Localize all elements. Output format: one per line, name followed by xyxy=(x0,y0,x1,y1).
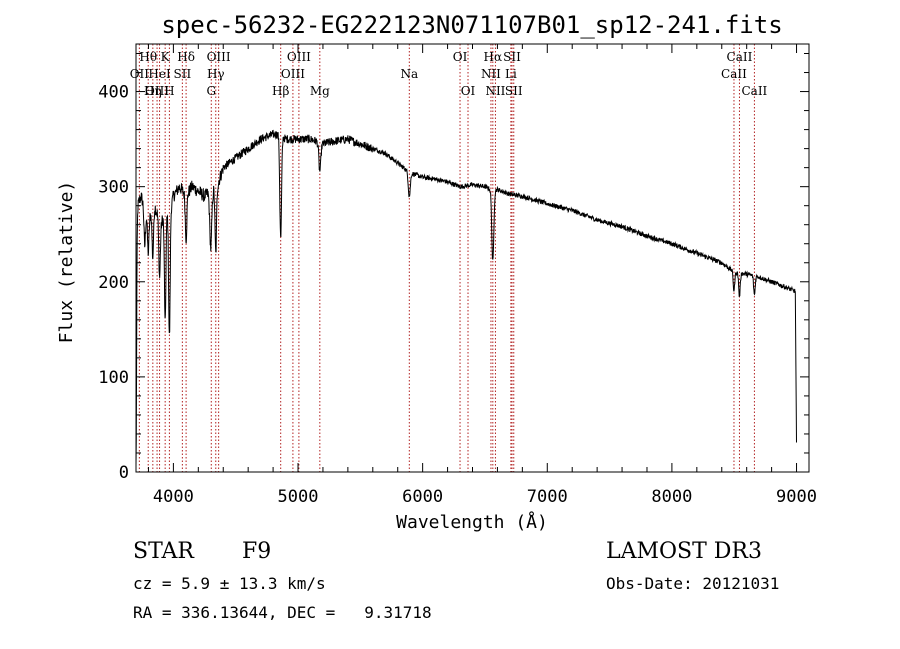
spectral-line-label: SII xyxy=(503,50,521,64)
coordinates: RA = 336.13644, DEC = 9.31718 xyxy=(133,603,432,622)
spectral-line-label: H xyxy=(164,84,174,98)
spectral-line-label: CaII xyxy=(727,50,753,64)
spectral-line-label: OII xyxy=(130,67,150,81)
x-tick-label: 4000 xyxy=(153,487,194,507)
y-tick-label: 300 xyxy=(98,178,129,198)
spectral-line-label: G xyxy=(206,84,216,98)
x-tick-label: 8000 xyxy=(651,487,692,507)
chart-title: spec-56232-EG222123N071107B01_sp12-241.f… xyxy=(161,11,782,39)
spectral-line-label: Hβ xyxy=(272,84,289,98)
object-subclass: F9 xyxy=(242,539,272,564)
object-class: STAR xyxy=(133,539,194,564)
x-tick-label: 9000 xyxy=(776,487,817,507)
x-axis-label: Wavelength (Å) xyxy=(396,511,548,533)
spectral-line-label: OIII xyxy=(287,50,311,64)
spectral-line-label: NII xyxy=(481,67,501,81)
spectrum-series-line xyxy=(135,129,797,466)
spectral-line-label: OI xyxy=(453,50,468,64)
redshift-velocity: cz = 5.9 ± 13.3 km/s xyxy=(133,574,326,593)
spectral-line-label: Hγ xyxy=(207,67,225,81)
spectral-line-label: SII xyxy=(505,84,523,98)
spectral-line-label: Na xyxy=(400,67,418,81)
y-tick-label: 200 xyxy=(98,273,129,293)
spectral-line-label: CaII xyxy=(721,67,747,81)
spectral-line-label: Hα xyxy=(484,50,503,64)
spectral-line-label: Hη xyxy=(144,84,162,98)
y-tick-label: 400 xyxy=(98,83,129,103)
spectral-line-label: SII xyxy=(174,67,192,81)
survey-name: LAMOST DR3 xyxy=(606,539,762,564)
observation-date: Obs-Date: 20121031 xyxy=(606,574,780,593)
spectral-line-label: OI xyxy=(461,84,476,98)
x-tick-label: 5000 xyxy=(278,487,319,507)
spectral-line-label: Hθ xyxy=(139,50,157,64)
spectral-line-label: HeI xyxy=(148,67,171,81)
y-tick-label: 0 xyxy=(119,463,129,483)
spectral-line-label: Mg xyxy=(310,84,330,98)
spectral-line-label: OIII xyxy=(281,67,305,81)
spectral-line-label: OIII xyxy=(145,84,169,98)
spectral-line-label: NII xyxy=(485,84,505,98)
axis-ticks: 4000 5000 6000 7000 8000 9000 0 100 200 300 400 xyxy=(98,44,817,507)
spectral-line-label: Li xyxy=(505,67,517,81)
spectral-line-label: CaII xyxy=(741,84,767,98)
x-tick-label: 6000 xyxy=(402,487,443,507)
spectral-line-label: K xyxy=(161,50,171,64)
spectral-line-markers xyxy=(138,44,755,472)
y-tick-label: 100 xyxy=(98,368,129,388)
spectral-line-label: Hδ xyxy=(177,50,195,64)
y-axis-label: Flux (relative) xyxy=(56,181,77,344)
spectral-line-label: OIII xyxy=(207,50,231,64)
x-tick-label: 7000 xyxy=(527,487,568,507)
